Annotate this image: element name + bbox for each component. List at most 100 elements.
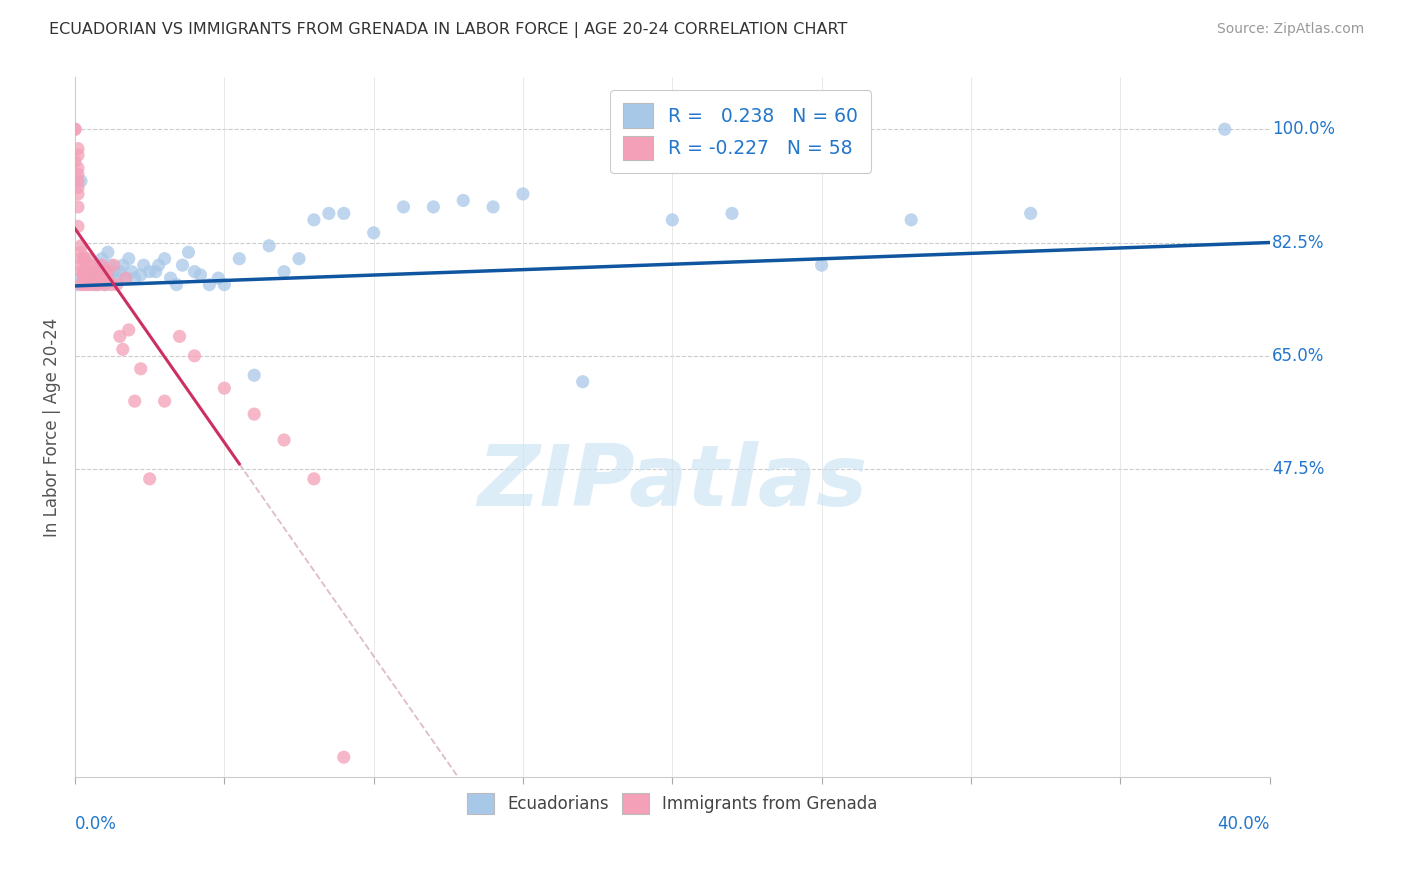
Point <box>145 265 167 279</box>
Point <box>288 252 311 266</box>
Text: 82.5%: 82.5% <box>1272 234 1324 252</box>
Legend: Ecuadorians, Immigrants from Grenada: Ecuadorians, Immigrants from Grenada <box>460 786 884 821</box>
Point <box>333 750 356 764</box>
Point <box>512 186 534 201</box>
Point <box>66 219 89 234</box>
Point <box>138 472 160 486</box>
Point <box>70 239 93 253</box>
Point <box>103 258 125 272</box>
Point <box>63 122 86 136</box>
Point <box>94 277 117 292</box>
Text: ECUADORIAN VS IMMIGRANTS FROM GRENADA IN LABOR FORCE | AGE 20-24 CORRELATION CHA: ECUADORIAN VS IMMIGRANTS FROM GRENADA IN… <box>49 22 848 38</box>
Point <box>1019 206 1042 220</box>
Point <box>94 277 117 292</box>
Point <box>183 349 205 363</box>
Point <box>66 148 89 162</box>
Point <box>100 277 122 292</box>
Point <box>76 268 98 282</box>
Point <box>103 265 125 279</box>
Point <box>198 277 221 292</box>
Point <box>70 258 93 272</box>
Point <box>97 271 120 285</box>
Point <box>214 277 236 292</box>
Point <box>79 271 101 285</box>
Point <box>73 268 96 282</box>
Point <box>333 206 356 220</box>
Point <box>108 265 131 279</box>
Point <box>82 265 104 279</box>
Point <box>118 252 141 266</box>
Point <box>70 271 93 285</box>
Point <box>66 186 89 201</box>
Text: Source: ZipAtlas.com: Source: ZipAtlas.com <box>1216 22 1364 37</box>
Point <box>183 265 205 279</box>
Point <box>84 277 107 292</box>
Point <box>105 271 128 285</box>
Point <box>190 268 212 282</box>
Text: 40.0%: 40.0% <box>1218 815 1270 833</box>
Point <box>70 252 93 266</box>
Point <box>70 245 93 260</box>
Point <box>124 271 146 285</box>
Point <box>66 142 89 156</box>
Point <box>79 258 101 272</box>
Point <box>153 394 176 409</box>
Point <box>76 277 98 292</box>
Point <box>1213 122 1236 136</box>
Point <box>84 271 107 285</box>
Point <box>70 265 93 279</box>
Point <box>129 361 152 376</box>
Point <box>159 271 181 285</box>
Point <box>63 154 86 169</box>
Point <box>422 200 444 214</box>
Point <box>66 161 89 175</box>
Point <box>114 271 136 285</box>
Point <box>257 239 280 253</box>
Point <box>66 174 89 188</box>
Point <box>90 268 112 282</box>
Point <box>70 174 93 188</box>
Point <box>84 277 107 292</box>
Point <box>148 258 170 272</box>
Point <box>138 265 160 279</box>
Point <box>177 245 200 260</box>
Point <box>73 271 96 285</box>
Point <box>90 258 112 272</box>
Point <box>810 258 832 272</box>
Point <box>73 252 96 266</box>
Point <box>108 329 131 343</box>
Point <box>169 329 191 343</box>
Point <box>129 268 152 282</box>
Point <box>63 122 86 136</box>
Point <box>79 277 101 292</box>
Point <box>302 212 325 227</box>
Point <box>87 277 110 292</box>
Point <box>118 323 141 337</box>
Point <box>94 265 117 279</box>
Point <box>73 265 96 279</box>
Point <box>132 258 155 272</box>
Point <box>900 212 922 227</box>
Point <box>111 258 134 272</box>
Point <box>243 368 266 383</box>
Point <box>214 381 236 395</box>
Point <box>97 245 120 260</box>
Point <box>66 200 89 214</box>
Point <box>100 258 122 272</box>
Point <box>228 252 250 266</box>
Point <box>571 375 593 389</box>
Text: 0.0%: 0.0% <box>75 815 117 833</box>
Point <box>121 265 143 279</box>
Point <box>76 265 98 279</box>
Point <box>73 277 96 292</box>
Point <box>105 277 128 292</box>
Point <box>73 252 96 266</box>
Point <box>66 168 89 182</box>
Point <box>166 277 188 292</box>
Point <box>84 265 107 279</box>
Point <box>76 268 98 282</box>
Point <box>124 394 146 409</box>
Point <box>90 252 112 266</box>
Text: 65.0%: 65.0% <box>1272 347 1324 365</box>
Text: 100.0%: 100.0% <box>1272 120 1334 138</box>
